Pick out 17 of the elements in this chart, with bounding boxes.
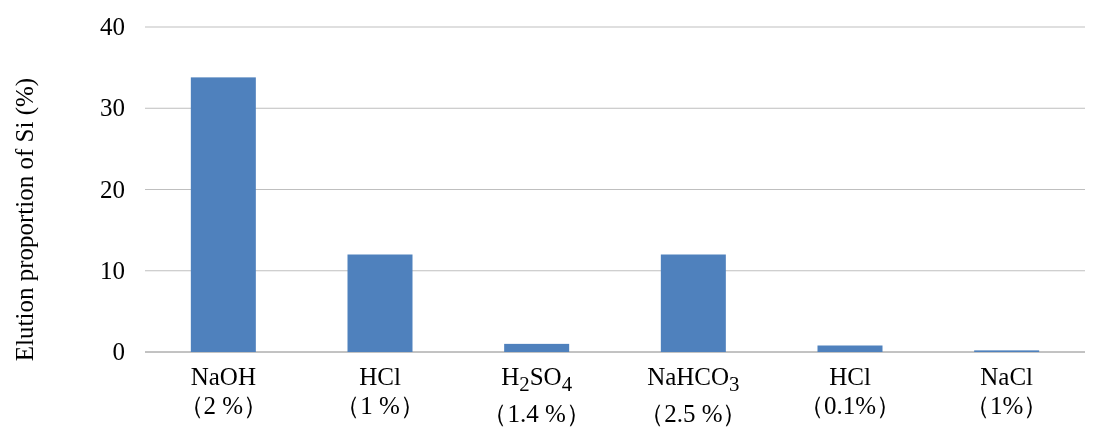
x-tick-label: H$_{2}$SO$_{4}$ （1.4 %） [481,362,592,428]
bar [504,343,570,352]
y-tick-label: 30 [99,93,125,123]
x-tick-label: HCl （0.1%） [797,362,903,420]
y-tick-label: 0 [111,337,125,366]
x-tick-label: HCl （1 %） [334,362,426,420]
bar [190,77,256,352]
bar [817,345,883,352]
x-tick-label: NaOH （2 %） [177,362,270,420]
y-axis-title: Elution proportion of Si (%) [11,77,39,362]
y-tick-label: 40 [99,12,125,41]
bar [347,254,413,352]
bar [660,254,726,352]
y-tick-label: 20 [99,174,125,204]
x-tick-label: NaCl （1%） [964,362,1050,420]
y-tick-label: 10 [99,255,125,285]
x-tick-label: NaHCO$_{3}$ （2.5 %） [638,362,749,428]
